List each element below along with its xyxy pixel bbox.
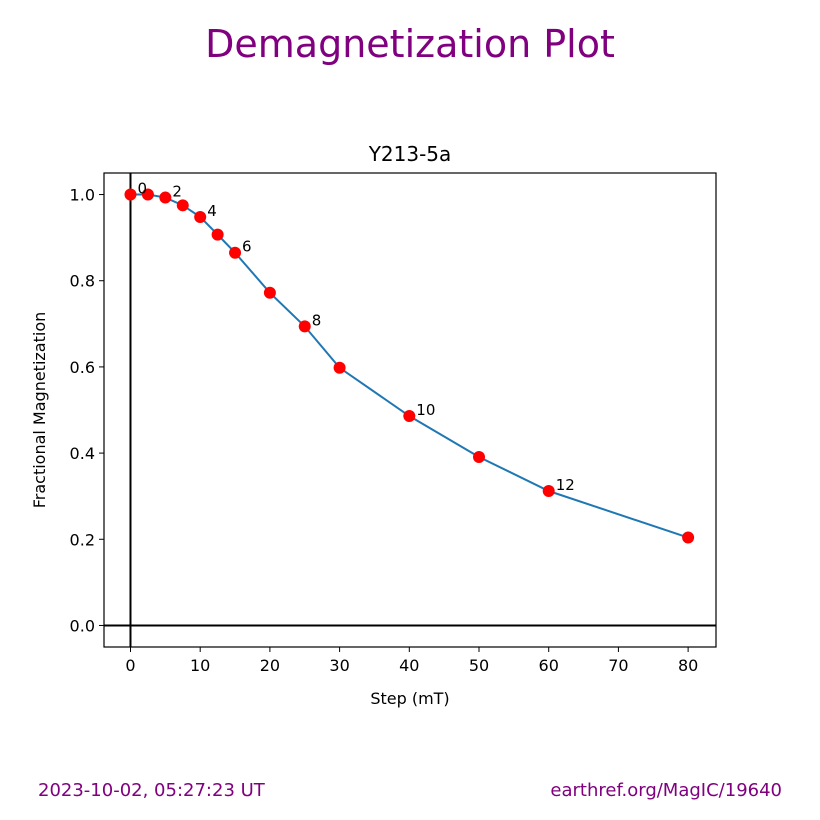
- point-label: 0: [137, 180, 147, 198]
- data-point: [682, 531, 695, 544]
- point-label: 12: [556, 476, 575, 494]
- series-line: [130, 193, 689, 539]
- data-point: [298, 320, 311, 333]
- y-tick-label: 0.2: [70, 530, 95, 549]
- figure-suptitle: Demagnetization Plot: [205, 22, 615, 66]
- y-tick-label: 0.4: [70, 444, 95, 463]
- x-tick-label: 60: [539, 656, 559, 675]
- source-link[interactable]: earthref.org/MagIC/19640: [550, 780, 782, 801]
- point-label: 8: [312, 311, 322, 329]
- data-point: [263, 286, 276, 299]
- point-label: 4: [207, 202, 217, 220]
- data-point: [473, 450, 486, 463]
- x-tick-label: 40: [399, 656, 419, 675]
- data-point: [403, 410, 416, 423]
- data-point: [159, 191, 172, 204]
- plot-area: 0 10 20 30 40 50 60 70 80 0.0 0.2 0.4 0.6 0.8 1.0 0 2 4 6 8…: [70, 173, 716, 675]
- data-point: [194, 210, 207, 223]
- x-tick-label: 80: [678, 656, 698, 675]
- data-point: [229, 246, 242, 259]
- x-tick-label: 50: [469, 656, 489, 675]
- x-tick-label: 30: [329, 656, 349, 675]
- y-tick-label: 0.8: [70, 272, 95, 291]
- data-point: [542, 485, 555, 498]
- y-tick-label: 1.0: [70, 186, 95, 205]
- y-tick-label: 0.0: [70, 616, 95, 635]
- axes-frame: [103, 172, 717, 648]
- x-axis-label: Step (mT): [370, 689, 449, 708]
- timestamp: 2023-10-02, 05:27:23 UT: [38, 780, 265, 801]
- y-axis-label: Fractional Magnetization: [30, 312, 49, 509]
- data-point: [211, 228, 224, 241]
- x-tick-label: 0: [125, 656, 135, 675]
- x-tick-label: 10: [190, 656, 210, 675]
- y-tick-label: 0.6: [70, 358, 95, 377]
- x-tick-label: 20: [260, 656, 280, 675]
- data-point: [124, 188, 137, 201]
- point-label: 2: [172, 183, 182, 201]
- point-label: 6: [242, 238, 252, 256]
- data-point: [176, 199, 189, 212]
- chart-title: Y213-5a: [368, 142, 452, 166]
- data-point: [141, 188, 154, 201]
- point-label: 10: [416, 401, 435, 419]
- data-point: [333, 361, 346, 374]
- x-tick-label: 70: [608, 656, 628, 675]
